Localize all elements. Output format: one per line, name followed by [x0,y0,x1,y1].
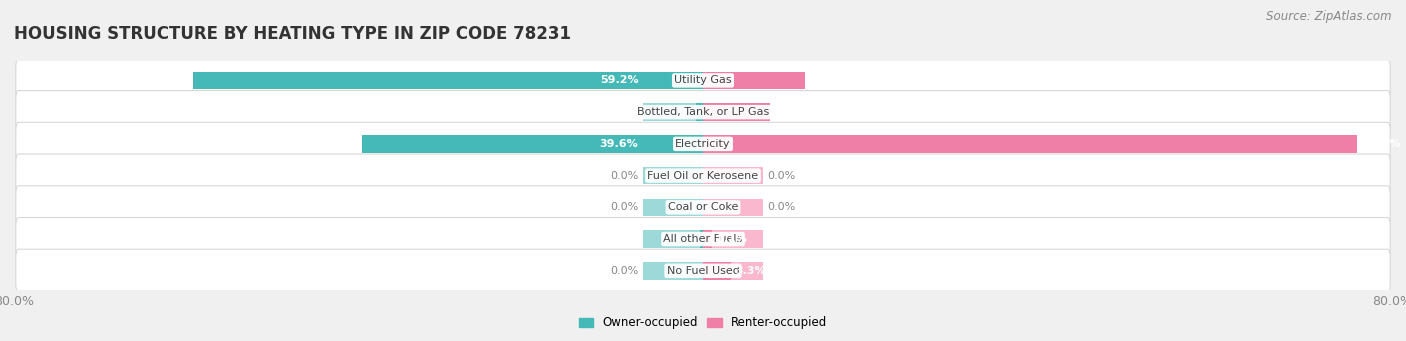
Bar [700,231,703,248]
FancyBboxPatch shape [15,91,1391,134]
FancyBboxPatch shape [15,59,1391,102]
Bar [703,262,763,280]
Text: Utility Gas: Utility Gas [675,75,731,85]
Bar [643,72,703,89]
Bar [643,198,703,216]
Text: All other Fuels: All other Fuels [664,234,742,244]
Bar [643,103,703,121]
Text: 0.0%: 0.0% [610,266,638,276]
Bar [703,231,763,248]
Text: 0.33%: 0.33% [600,234,638,244]
Bar [193,72,703,89]
Text: 0.0%: 0.0% [610,170,638,181]
Legend: Owner-occupied, Renter-occupied: Owner-occupied, Renter-occupied [574,312,832,334]
FancyBboxPatch shape [15,249,1391,292]
Text: Coal or Coke: Coal or Coke [668,202,738,212]
Text: No Fuel Used: No Fuel Used [666,266,740,276]
Text: 0.0%: 0.0% [768,202,796,212]
FancyBboxPatch shape [15,122,1391,165]
Text: 0.0%: 0.0% [768,170,796,181]
Bar [361,135,703,153]
Bar [193,72,703,89]
FancyBboxPatch shape [15,154,1391,197]
Bar [703,103,763,121]
Bar [703,72,763,89]
Bar [643,135,703,153]
Bar [700,231,703,248]
Bar [361,135,703,153]
Bar [643,262,703,280]
FancyBboxPatch shape [15,186,1391,229]
Bar [703,135,763,153]
Bar [703,72,806,89]
Bar [703,262,731,280]
Bar [643,167,703,184]
Text: 11.9%: 11.9% [810,75,849,85]
Text: 0.85%: 0.85% [600,107,638,117]
Text: 1.1%: 1.1% [717,234,748,244]
Text: 76.0%: 76.0% [1362,139,1400,149]
Text: Source: ZipAtlas.com: Source: ZipAtlas.com [1267,10,1392,23]
Bar [703,167,763,184]
Text: 59.2%: 59.2% [600,75,638,85]
Bar [703,135,1358,153]
Bar [703,103,770,121]
Text: HOUSING STRUCTURE BY HEATING TYPE IN ZIP CODE 78231: HOUSING STRUCTURE BY HEATING TYPE IN ZIP… [14,25,571,43]
Bar [703,198,763,216]
Text: 7.8%: 7.8% [775,107,806,117]
Text: Electricity: Electricity [675,139,731,149]
Text: 39.6%: 39.6% [600,139,638,149]
Text: 0.0%: 0.0% [610,202,638,212]
Bar [696,103,703,121]
FancyBboxPatch shape [15,218,1391,261]
Text: Fuel Oil or Kerosene: Fuel Oil or Kerosene [647,170,759,181]
Text: 3.3%: 3.3% [735,266,766,276]
Bar [643,231,703,248]
Bar [696,103,703,121]
Bar [703,231,713,248]
Text: Bottled, Tank, or LP Gas: Bottled, Tank, or LP Gas [637,107,769,117]
